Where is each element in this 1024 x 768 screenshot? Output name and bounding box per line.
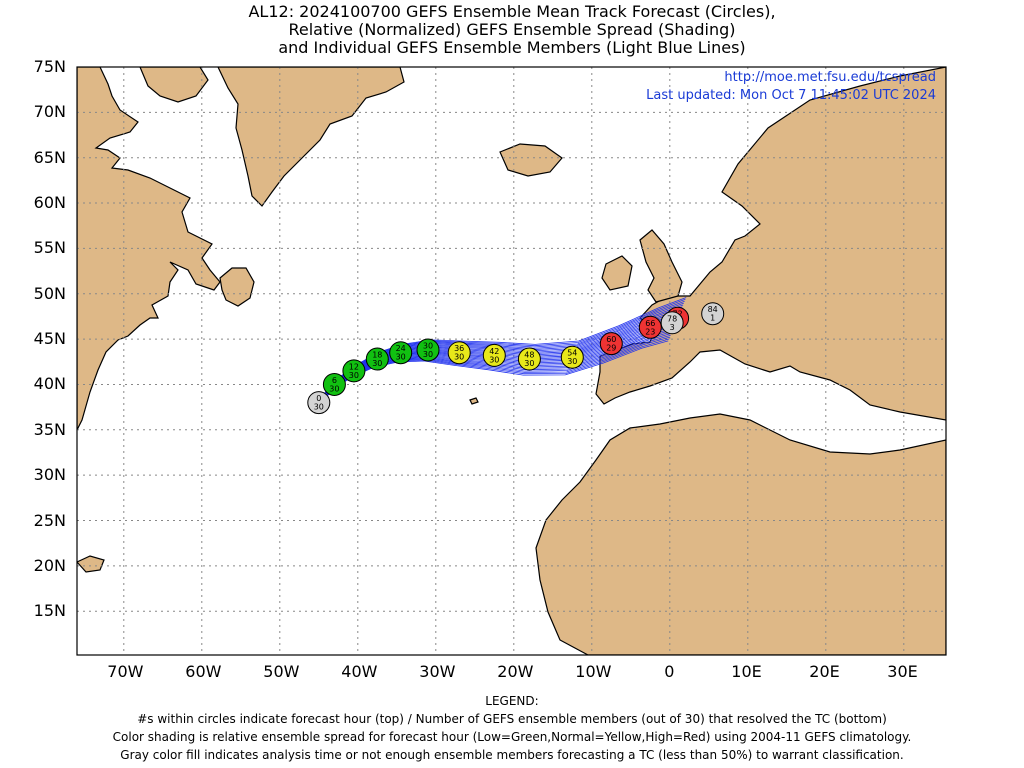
forecast-hour: 0 — [316, 394, 321, 403]
legend-heading: LEGEND: — [485, 694, 539, 708]
great-britain — [639, 229, 683, 303]
member-count: 30 — [489, 355, 499, 364]
lat-label: 55N — [33, 238, 66, 258]
title-line-3: and Individual GEFS Ensemble Members (Li… — [278, 38, 746, 57]
lon-label: 20W — [497, 662, 534, 681]
lat-label: 40N — [33, 374, 66, 394]
member-count: 30 — [567, 357, 577, 366]
legend-line-3: Gray color fill indicates analysis time … — [120, 748, 904, 762]
lon-label: 30W — [419, 662, 456, 681]
lon-label: 0 — [664, 662, 675, 681]
forecast-hour: 42 — [489, 347, 499, 356]
caribbean-islands — [77, 555, 105, 573]
africa — [535, 413, 946, 655]
lat-label: 15N — [33, 601, 66, 621]
map-frame — [76, 66, 947, 656]
lat-label: 25N — [33, 510, 66, 530]
legend-line-2: Color shading is relative ensemble sprea… — [112, 730, 912, 744]
member-count: 30 — [423, 350, 433, 359]
title-line-1: AL12: 2024100700 GEFS Ensemble Mean Trac… — [248, 2, 776, 21]
member-count: 30 — [349, 371, 359, 380]
forecast-circle: 783 — [660, 311, 684, 335]
forecast-hour: 78 — [667, 314, 677, 323]
lat-label: 75N — [33, 57, 66, 76]
member-count: 30 — [329, 384, 339, 393]
lat-label: 45N — [33, 329, 66, 349]
forecast-hour: 24 — [396, 344, 406, 353]
lon-label: 10W — [575, 662, 612, 681]
azores — [469, 397, 479, 405]
forecast-hour: 18 — [372, 351, 382, 360]
ireland — [601, 255, 633, 291]
iceland — [499, 143, 563, 177]
member-count: 3 — [670, 323, 675, 332]
baffin-island — [139, 67, 209, 103]
lat-label: 35N — [33, 419, 66, 439]
member-count: 1 — [710, 314, 715, 323]
forecast-circle: 841 — [701, 302, 725, 326]
forecast-circle: 030 — [307, 391, 331, 415]
newfoundland — [219, 267, 255, 307]
lon-label: 30E — [887, 662, 918, 681]
lat-label: 30N — [33, 465, 66, 485]
lon-label: 70W — [107, 662, 144, 681]
mean-track: 0306301230183024303030363042304830543060… — [307, 302, 725, 415]
north-america — [77, 67, 221, 431]
lon-label: 40W — [341, 662, 378, 681]
forecast-hour: 48 — [524, 351, 534, 360]
lon-label: 60W — [185, 662, 222, 681]
lon-label: 50W — [263, 662, 300, 681]
lat-label: 50N — [33, 283, 66, 303]
forecast-hour: 66 — [645, 319, 655, 328]
graticule — [77, 67, 946, 655]
lat-label: 70N — [33, 102, 66, 122]
member-count: 23 — [645, 327, 655, 336]
forecast-hour: 6 — [332, 376, 337, 385]
forecast-hour: 84 — [708, 305, 718, 314]
member-count: 30 — [396, 353, 406, 362]
lon-label: 20E — [809, 662, 840, 681]
greenland — [217, 67, 405, 207]
forecast-hour: 30 — [423, 341, 433, 350]
forecast-hour: 12 — [349, 362, 359, 371]
title-line-2: Relative (Normalized) GEFS Ensemble Spre… — [288, 20, 736, 39]
lat-label: 20N — [33, 555, 66, 575]
member-count: 30 — [454, 353, 464, 362]
lat-label: 60N — [33, 193, 66, 213]
source-url[interactable]: http://moe.met.fsu.edu/tcspread — [724, 70, 936, 85]
member-count: 30 — [524, 359, 534, 368]
member-count: 30 — [372, 359, 382, 368]
legend-line-1: #s within circles indicate forecast hour… — [137, 712, 887, 726]
lon-label: 10E — [731, 662, 762, 681]
last-updated: Last updated: Mon Oct 7 11:45:02 UTC 202… — [646, 88, 936, 103]
forecast-circle: 630 — [322, 372, 346, 396]
member-count: 29 — [606, 344, 616, 353]
member-count: 30 — [314, 403, 324, 412]
forecast-hour: 54 — [567, 349, 577, 358]
forecast-hour: 36 — [454, 344, 464, 353]
forecast-hour: 60 — [606, 335, 616, 344]
lat-label: 65N — [33, 147, 66, 167]
